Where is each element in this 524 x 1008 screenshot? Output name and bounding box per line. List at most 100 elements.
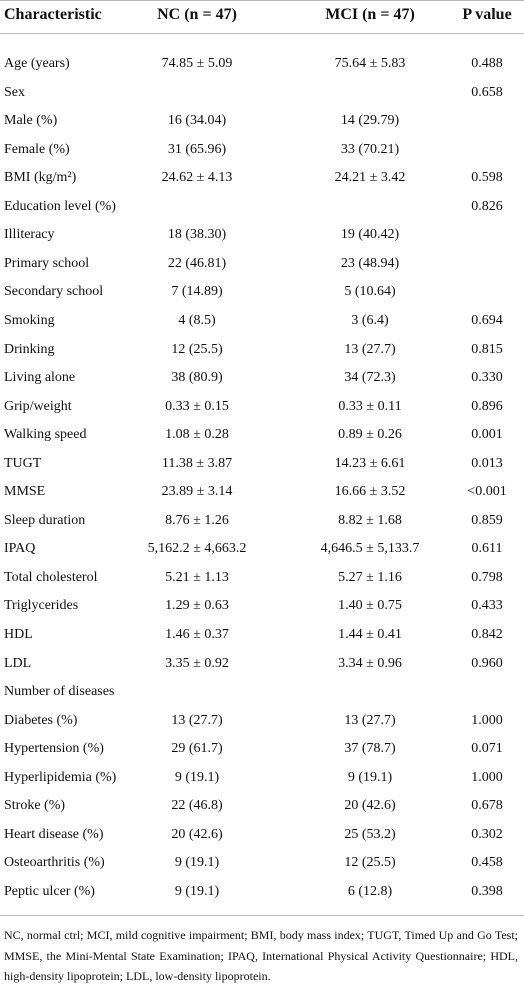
table-cell: 1.44 ± 0.41 xyxy=(338,627,402,642)
table-cell: 12 (25.5) xyxy=(344,855,396,871)
table-cell: 8.82 ± 1.68 xyxy=(338,512,402,528)
table-cell: 22 (46.8) xyxy=(171,798,223,814)
bottom-rule xyxy=(0,915,524,916)
table-cell: 16 (34.04) xyxy=(167,113,227,129)
table-cell: 0.071 xyxy=(471,741,503,757)
row-label: Sleep duration xyxy=(4,512,86,528)
table-cell: 0.433 xyxy=(471,598,503,614)
table-cell: 14 (29.79) xyxy=(340,113,400,129)
row-label: Number of diseases xyxy=(4,684,115,700)
table-cell: 9 (19.1) xyxy=(174,883,220,899)
table-cell: 3.35 ± 0.92 xyxy=(165,655,229,671)
table-cell: 4,646.5 ± 5,133.7 xyxy=(320,541,420,557)
table-cell: 33 (70.21) xyxy=(340,141,400,157)
table-cell: 0.33 ± 0.11 xyxy=(338,398,402,414)
row-label: BMI (kg/m²) xyxy=(4,170,77,186)
header-cell: NC (n = 47) xyxy=(157,6,237,23)
table-cell: <0.001 xyxy=(467,484,507,500)
table-cell: 16.66 ± 3.52 xyxy=(334,484,406,500)
table-cell: 6 (12.8) xyxy=(347,883,393,899)
table-cell: 19 (40.42) xyxy=(340,227,400,243)
table-cell: 20 (42.6) xyxy=(344,798,396,814)
row-label: Walking speed xyxy=(4,427,87,443)
table-cell: 0.658 xyxy=(471,84,503,100)
table-cell: 24.62 ± 4.13 xyxy=(161,170,233,186)
table-cell: 13 (27.7) xyxy=(344,341,396,357)
table-cell: 0.001 xyxy=(471,427,503,443)
row-label: MMSE xyxy=(4,484,46,500)
row-label: Education level (%) xyxy=(4,198,116,214)
row-label: Grip/weight xyxy=(4,398,72,414)
table-cell: 23 (48.94) xyxy=(340,255,400,271)
row-label: Sex xyxy=(4,84,25,100)
table-cell: 11.38 ± 3.87 xyxy=(161,455,233,471)
row-label: HDL xyxy=(4,627,33,642)
table-cell: 22 (46.81) xyxy=(167,255,227,271)
table-cell: 0.302 xyxy=(471,826,503,842)
table-cell: 74.85 ± 5.09 xyxy=(161,56,233,71)
table-cell: 0.398 xyxy=(471,883,503,899)
row-label: Primary school xyxy=(4,255,90,271)
table-cell: 0.458 xyxy=(471,855,503,871)
table-cell: 13 (27.7) xyxy=(344,712,396,728)
table-cell: 0.33 ± 0.15 xyxy=(165,398,229,414)
table-cell: 12 (25.5) xyxy=(171,341,223,357)
row-label: Illiteracy xyxy=(4,227,55,243)
row-label: Secondary school xyxy=(4,284,104,300)
row-label: Male (%) xyxy=(4,113,58,129)
table-cell: 0.896 xyxy=(471,398,503,414)
table-cell: 14.23 ± 6.61 xyxy=(334,455,406,471)
row-label: LDL xyxy=(4,655,32,671)
table-cell: 34 (72.3) xyxy=(344,370,396,386)
table-cell: 0.960 xyxy=(471,655,503,671)
row-label: Triglycerides xyxy=(4,598,79,614)
table-cell: 29 (61.7) xyxy=(171,741,223,757)
row-label: Drinking xyxy=(4,341,55,357)
table-cell: 5,162.2 ± 4,663.2 xyxy=(147,541,247,557)
header-rule xyxy=(0,33,524,34)
table-cell: 0.611 xyxy=(471,541,503,557)
row-label: Age (years) xyxy=(4,56,70,71)
table-cell: 24.21 ± 3.42 xyxy=(334,170,406,186)
table-cell: 1.46 ± 0.37 xyxy=(165,627,229,642)
table-cell: 18 (38.30) xyxy=(167,227,227,243)
table-cell: 31 (65.96) xyxy=(167,141,227,157)
table-cell: 7 (14.89) xyxy=(171,284,223,300)
table-cell: 1.08 ± 0.28 xyxy=(165,427,229,443)
table-cell: 37 (78.7) xyxy=(344,741,396,757)
table-cell: 1.000 xyxy=(471,712,503,728)
header-cell: P value xyxy=(462,6,512,23)
table-cell: 75.64 ± 5.83 xyxy=(334,56,406,71)
header-cell: MCI (n = 47) xyxy=(325,6,415,23)
footnote: NC, normal ctrl; MCI, mild cognitive imp… xyxy=(4,928,518,984)
table-cell: 8.76 ± 1.26 xyxy=(165,512,229,528)
row-label: Smoking xyxy=(4,312,55,328)
table-cell: 38 (80.9) xyxy=(171,370,223,386)
table-cell: 5.27 ± 1.16 xyxy=(338,569,402,585)
table-cell: 0.815 xyxy=(471,341,503,357)
row-label: Stroke (%) xyxy=(4,798,66,814)
table-cell: 0.859 xyxy=(471,512,503,528)
row-label: Female (%) xyxy=(4,141,70,157)
row-label: Hyperlipidemia (%) xyxy=(4,769,117,785)
row-label: Heart disease (%) xyxy=(4,826,104,842)
table-cell: 3.34 ± 0.96 xyxy=(338,655,402,671)
table-cell: 1.29 ± 0.63 xyxy=(165,598,229,614)
table-cell: 0.842 xyxy=(471,627,503,642)
table-cell: 0.488 xyxy=(471,56,503,71)
table-cell: 0.013 xyxy=(471,455,503,471)
table-cell: 0.694 xyxy=(471,312,503,328)
table-cell: 23.89 ± 3.14 xyxy=(161,484,233,500)
row-label: IPAQ xyxy=(4,541,36,557)
table-cell: 4 (8.5) xyxy=(178,312,216,328)
row-label: Hypertension (%) xyxy=(4,741,104,757)
table-cell: 13 (27.7) xyxy=(171,712,223,728)
table-cell: 5 (10.64) xyxy=(344,284,396,300)
table-cell: 0.598 xyxy=(471,170,503,186)
table-cell: 9 (19.1) xyxy=(347,769,393,785)
row-label: Living alone xyxy=(4,370,76,386)
row-label: Total cholesterol xyxy=(4,569,98,585)
table-cell: 1.000 xyxy=(471,769,503,785)
table-cell: 0.678 xyxy=(471,798,503,814)
